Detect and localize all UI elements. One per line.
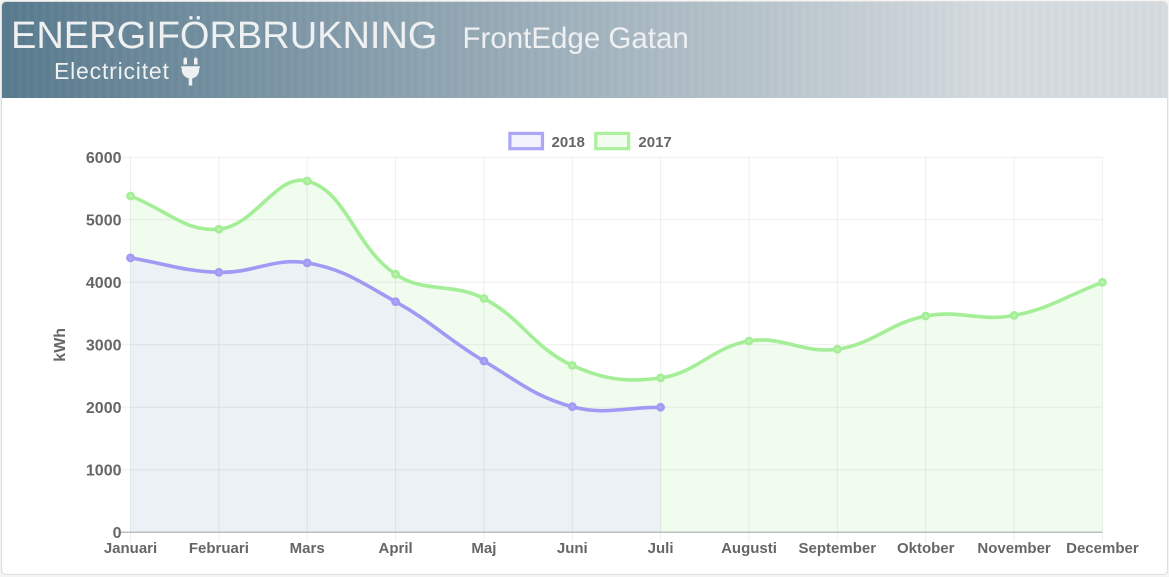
svg-text:0: 0 — [113, 525, 122, 542]
svg-text:Februari: Februari — [189, 540, 249, 557]
svg-text:Oktober: Oktober — [897, 540, 955, 557]
svg-text:September: September — [799, 540, 877, 557]
svg-text:Mars: Mars — [290, 540, 325, 557]
svg-text:Juli: Juli — [648, 540, 674, 557]
svg-text:1000: 1000 — [86, 462, 122, 479]
svg-text:5000: 5000 — [86, 212, 122, 229]
svg-text:2017: 2017 — [638, 134, 671, 151]
svg-text:December: December — [1066, 540, 1139, 557]
svg-text:April: April — [379, 540, 413, 557]
svg-text:2000: 2000 — [86, 400, 122, 417]
svg-text:Augusti: Augusti — [721, 540, 777, 557]
svg-text:2018: 2018 — [552, 134, 585, 151]
svg-text:3000: 3000 — [86, 337, 122, 354]
svg-text:Maj: Maj — [471, 540, 496, 557]
svg-text:6000: 6000 — [86, 150, 122, 167]
svg-text:Januari: Januari — [104, 540, 157, 557]
svg-text:Juni: Juni — [557, 540, 588, 557]
svg-text:November: November — [977, 540, 1051, 557]
svg-text:4000: 4000 — [86, 275, 122, 292]
svg-text:kWh: kWh — [52, 328, 69, 362]
